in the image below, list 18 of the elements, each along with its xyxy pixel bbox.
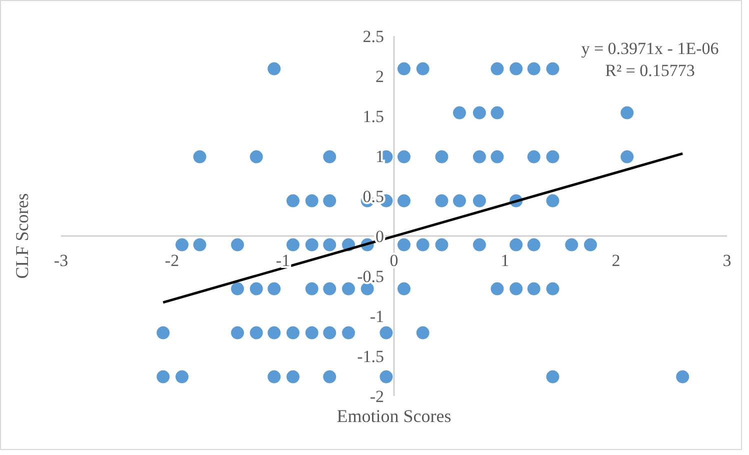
x-axis-title: Emotion Scores bbox=[336, 406, 452, 426]
x-tick-label: -3 bbox=[54, 251, 68, 270]
y-tick-label: -1 bbox=[370, 307, 384, 326]
x-tick-label: -1 bbox=[276, 251, 290, 270]
y-tick-label: 2 bbox=[376, 67, 384, 86]
x-tick-label: 2 bbox=[612, 251, 620, 270]
y-tick-label: -2 bbox=[370, 387, 384, 406]
x-tick-label: 1 bbox=[500, 251, 510, 270]
annotation: y = 0.3971x - 1E-06 bbox=[581, 39, 719, 58]
x-tick-label: 0 bbox=[390, 251, 398, 270]
y-tick-label: -0.5 bbox=[357, 267, 384, 286]
annotation: R² = 0.15773 bbox=[605, 61, 695, 80]
x-tick-label: -2 bbox=[164, 251, 180, 270]
y-tick-label: 1.5 bbox=[362, 107, 384, 126]
x-tick-label: 3 bbox=[722, 251, 732, 270]
y-axis-title: CLF Scores bbox=[12, 193, 32, 279]
y-tick-label: 2.5 bbox=[362, 27, 384, 46]
y-tick-label: -1.5 bbox=[357, 347, 384, 366]
